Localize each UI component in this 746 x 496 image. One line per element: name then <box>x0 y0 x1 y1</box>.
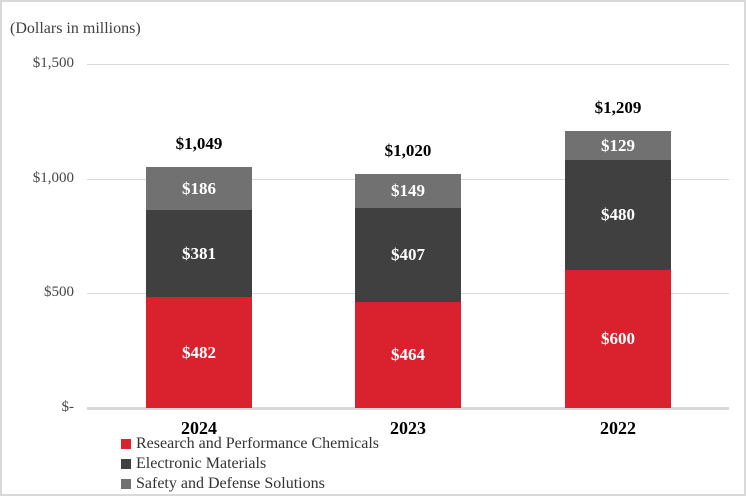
bar-value-label: $480 <box>601 205 635 225</box>
y-axis-tick-label: $- <box>61 399 75 415</box>
x-axis-label: 2024 <box>181 418 217 438</box>
bar-segment-safety-and-defense-solutions: $186 <box>146 167 252 211</box>
bar-value-label: $482 <box>182 342 216 362</box>
bar-value-label: $407 <box>391 244 425 264</box>
bar-segment-electronic-materials: $407 <box>355 208 461 302</box>
bar-value-label: $186 <box>182 178 216 198</box>
legend-swatch-icon <box>121 459 131 469</box>
bar-segment-electronic-materials: $381 <box>146 210 252 298</box>
x-axis-label: 2022 <box>600 418 636 438</box>
bar-value-label: $149 <box>391 181 425 201</box>
y-axis-tick-label: $1,500 <box>32 55 74 71</box>
bar-segment-safety-and-defense-solutions: $149 <box>355 174 461 209</box>
bar-total-label: $1,049 <box>175 134 223 154</box>
legend-label: Electronic Materials <box>136 455 267 472</box>
bar-total-label: $1,209 <box>594 97 642 117</box>
legend-label: Research and Performance Chemicals <box>136 435 380 452</box>
y-axis-tick-label: $1,000 <box>32 169 74 186</box>
bar-segment-research-and-performance-chemicals: $600 <box>565 270 671 408</box>
legend-swatch-icon <box>121 479 131 489</box>
bar-value-label: $381 <box>182 243 216 263</box>
bar-value-label: $464 <box>391 344 425 364</box>
x-axis-label: 2023 <box>390 418 426 438</box>
bar-value-label: $129 <box>601 135 635 155</box>
bar-value-label: $600 <box>601 329 635 349</box>
bar-segment-research-and-performance-chemicals: $464 <box>355 301 461 408</box>
bar-segment-safety-and-defense-solutions: $129 <box>565 130 671 161</box>
y-axis-tick-label: $500 <box>44 284 74 301</box>
legend: Research and Performance Chemicals Electr… <box>121 434 379 494</box>
legend-label: Safety and Defense Solutions <box>136 475 325 492</box>
x-axis-baseline <box>87 407 729 410</box>
y-gridline <box>87 64 729 65</box>
bar-segment-electronic-materials: $480 <box>565 160 671 271</box>
bar-total-label: $1,020 <box>384 141 432 161</box>
legend-item: Research and Performance Chemicals <box>121 434 379 454</box>
legend-item: Electronic Materials <box>121 454 379 474</box>
legend-swatch-icon <box>121 439 131 449</box>
legend-item: Safety and Defense Solutions <box>121 474 379 494</box>
bar-segment-research-and-performance-chemicals: $482 <box>146 297 252 408</box>
chart-units-note: (Dollars in millions) <box>10 20 141 37</box>
